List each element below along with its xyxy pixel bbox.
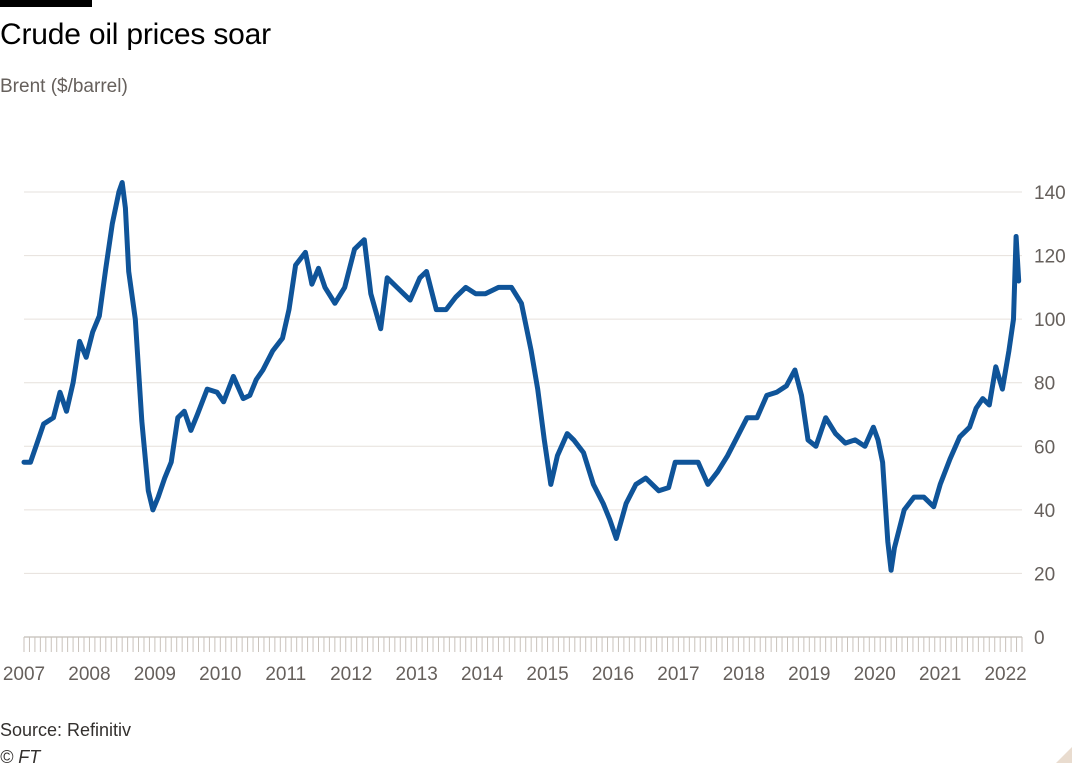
brand-bar (0, 0, 92, 7)
x-tick-label: 2009 (134, 664, 176, 685)
chart-subtitle: Brent ($/barrel) (0, 76, 128, 97)
y-axis: 0 20 40 60 80 100 120 140 (1034, 183, 1066, 649)
resize-corner-icon (1056, 747, 1072, 763)
y-tick-label: 20 (1034, 564, 1055, 585)
x-tick-label: 2019 (788, 664, 830, 685)
x-tick-label: 2013 (396, 664, 438, 685)
y-tick-label: 40 (1034, 501, 1055, 522)
x-tick-label: 2021 (919, 664, 961, 685)
y-tick-label: 100 (1034, 310, 1066, 331)
chart-title: Crude oil prices soar (0, 18, 271, 51)
y-tick-label: 0 (1034, 628, 1045, 649)
source-note: Source: Refinitiv (0, 720, 132, 740)
y-tick-label: 60 (1034, 437, 1055, 458)
x-tick-label: 2017 (657, 664, 699, 685)
y-tick-label: 120 (1034, 247, 1066, 268)
x-tick-label: 2007 (3, 664, 45, 685)
x-tick-label: 2010 (199, 664, 241, 685)
x-tick-label: 2020 (854, 664, 896, 685)
x-axis: 2007 2008 2009 2010 2011 2012 2013 2014 2015 2016… (3, 636, 1027, 685)
x-tick-label: 2014 (461, 664, 504, 685)
x-tick-label: 2012 (330, 664, 372, 685)
x-tick-label: 2008 (68, 664, 110, 685)
ft-credit: © FT (0, 747, 41, 767)
x-tick-label: 2015 (526, 664, 568, 685)
x-tick-label: 2016 (592, 664, 634, 685)
x-tick-label: 2011 (265, 664, 306, 685)
y-tick-label: 80 (1034, 374, 1055, 395)
series-line-brent (21, 180, 1022, 573)
gridlines (24, 191, 1022, 574)
x-tick-label: 2022 (984, 664, 1026, 685)
y-tick-label: 140 (1034, 183, 1066, 204)
x-tick-label: 2018 (723, 664, 765, 685)
